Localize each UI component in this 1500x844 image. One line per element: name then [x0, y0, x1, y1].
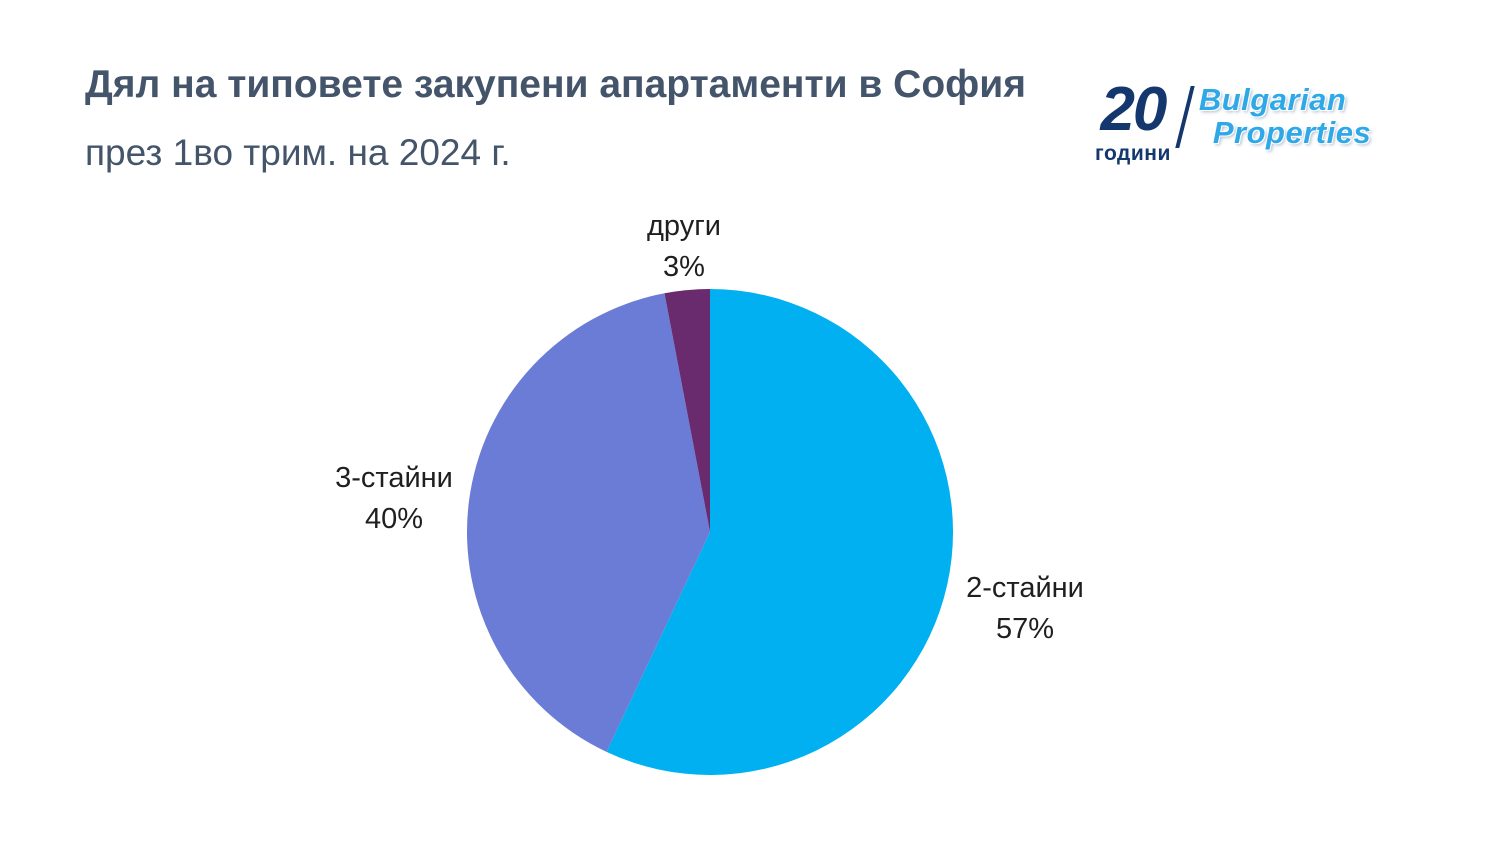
logo-brand-name: Bulgarian Properties — [1198, 82, 1372, 150]
slice-label-other-name: други — [646, 210, 722, 242]
chart-title-line1: Дял на типовете закупени апартаменти в С… — [85, 63, 1027, 106]
slice-label-three-room-pct: 40% — [364, 503, 424, 535]
chart-title: Дял на типовете закупени апартаменти в С… — [85, 62, 1065, 175]
pie-slice-3-стайни — [467, 293, 710, 752]
slice-label-two-room-name: 2-стайни — [966, 572, 1084, 604]
logo-years-label: години — [1095, 141, 1171, 165]
slice-label-three-room: 3-стайни 40% — [335, 458, 453, 540]
bulgarian-properties-logo: 20 години Bulgarian Properties — [1095, 75, 1372, 166]
logo-brand-line2: Properties — [1212, 114, 1372, 150]
pie-slice-други — [664, 289, 710, 532]
pie-chart-svg — [467, 289, 954, 775]
logo-brand-line1: Bulgarian — [1198, 82, 1347, 117]
slice-label-three-room-name: 3-стайни — [335, 462, 453, 494]
logo-slash-divider — [1175, 86, 1195, 148]
slice-label-other: други 3% — [647, 206, 721, 288]
chart-title-line2: през 1во трим. на 2024 г. — [85, 131, 511, 173]
pie-chart — [465, 287, 955, 777]
logo-number: 20 — [1100, 75, 1167, 144]
slice-label-other-pct: 3% — [663, 251, 705, 283]
pie-slice-2-стайни — [606, 289, 954, 775]
slice-label-two-room-pct: 57% — [995, 613, 1055, 645]
slice-label-two-room: 2-стайни 57% — [966, 568, 1084, 650]
logo-anniversary: 20 години — [1095, 75, 1171, 166]
